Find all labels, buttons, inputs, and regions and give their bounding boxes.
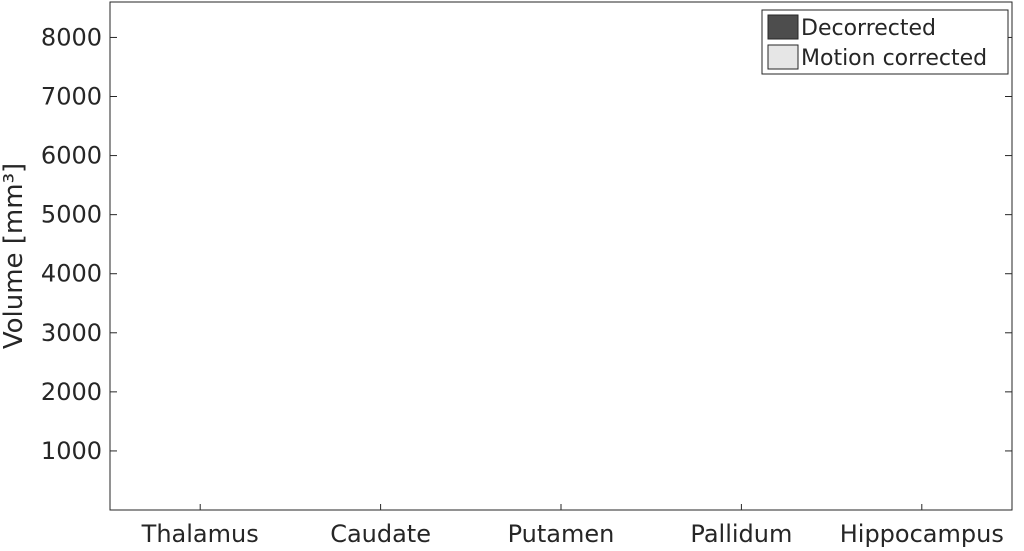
x-tick-label: Caudate <box>330 520 431 548</box>
y-tick-label: 2000 <box>41 378 102 406</box>
plot-frame <box>109 1 1013 511</box>
y-tick-label: 4000 <box>41 260 102 288</box>
x-tick-label: Thalamus <box>141 520 259 548</box>
x-tick-label: Pallidum <box>690 520 792 548</box>
y-tick-label: 3000 <box>41 319 102 347</box>
legend-swatch <box>767 44 799 70</box>
y-tick-label: 5000 <box>41 201 102 229</box>
x-tick-label: Hippocampus <box>840 520 1004 548</box>
legend-swatch <box>767 14 799 40</box>
y-tick-label: 7000 <box>41 83 102 111</box>
legend: Decorrected Motion corrected <box>761 9 1009 75</box>
legend-label: Motion corrected <box>801 46 987 71</box>
y-axis-label: Volume [mm³] <box>0 163 29 349</box>
legend-box <box>761 9 1009 75</box>
y-tick-label: 1000 <box>41 437 102 465</box>
y-tick-label: 6000 <box>41 142 102 170</box>
x-tick-label: Putamen <box>508 520 615 548</box>
y-tick-label: 8000 <box>41 23 102 51</box>
legend-label: Decorrected <box>801 16 936 41</box>
